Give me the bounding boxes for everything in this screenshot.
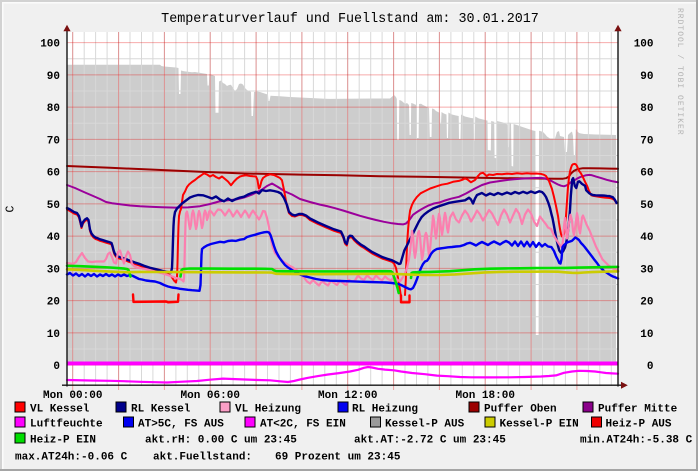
svg-text:RL Kessel: RL Kessel	[131, 404, 191, 416]
svg-text:AT>5C, FS AUS: AT>5C, FS AUS	[138, 419, 224, 431]
svg-text:akt.AT:-2.72 C um 23:45: akt.AT:-2.72 C um 23:45	[354, 435, 506, 447]
svg-text:20: 20	[47, 297, 60, 309]
svg-text:VL Heizung: VL Heizung	[235, 404, 301, 416]
svg-text:Puffer Oben: Puffer Oben	[484, 404, 557, 416]
svg-text:Mon 00:00: Mon 00:00	[43, 390, 102, 402]
svg-text:Mon 18:00: Mon 18:00	[456, 390, 515, 402]
svg-text:69 Prozent um 23:45: 69 Prozent um 23:45	[275, 452, 401, 464]
svg-text:RL Heizung: RL Heizung	[352, 404, 418, 416]
svg-text:70: 70	[47, 135, 60, 147]
svg-text:0: 0	[53, 361, 60, 373]
svg-text:0: 0	[647, 361, 654, 373]
svg-text:30: 30	[47, 264, 60, 276]
svg-text:C: C	[5, 205, 18, 212]
svg-text:akt.rH: 0.00 C um 23:45: akt.rH: 0.00 C um 23:45	[145, 435, 297, 447]
svg-text:40: 40	[640, 232, 653, 244]
svg-text:10: 10	[640, 329, 653, 341]
svg-text:50: 50	[640, 200, 653, 212]
svg-text:max.AT24h:-0.06 C: max.AT24h:-0.06 C	[15, 452, 128, 464]
svg-text:60: 60	[47, 168, 60, 180]
svg-text:Heiz-P AUS: Heiz-P AUS	[606, 419, 672, 431]
svg-text:50: 50	[47, 200, 60, 212]
svg-text:90: 90	[47, 71, 60, 83]
svg-text:40: 40	[47, 232, 60, 244]
svg-text:Heiz-P EIN: Heiz-P EIN	[30, 435, 96, 447]
svg-text:Mon 06:00: Mon 06:00	[181, 390, 240, 402]
svg-text:akt.Fuellstand:: akt.Fuellstand:	[153, 452, 252, 464]
svg-text:80: 80	[640, 103, 653, 115]
svg-text:RRDTOOL / TOBI OETIKER: RRDTOOL / TOBI OETIKER	[675, 8, 684, 136]
svg-text:90: 90	[640, 71, 653, 83]
svg-text:Temperaturverlauf und Fuellsta: Temperaturverlauf und Fuellstand am: 30.…	[161, 12, 539, 27]
svg-text:70: 70	[640, 135, 653, 147]
svg-text:VL Kessel: VL Kessel	[30, 404, 90, 416]
svg-text:Puffer Mitte: Puffer Mitte	[598, 404, 678, 416]
svg-text:80: 80	[47, 103, 60, 115]
svg-text:Kessel-P AUS: Kessel-P AUS	[385, 419, 465, 431]
svg-text:Kessel-P EIN: Kessel-P EIN	[500, 419, 579, 431]
svg-text:Luftfeuchte: Luftfeuchte	[30, 419, 103, 431]
svg-text:20: 20	[640, 297, 653, 309]
svg-text:100: 100	[40, 39, 60, 51]
svg-text:Mon 12:00: Mon 12:00	[318, 390, 377, 402]
svg-text:30: 30	[640, 264, 653, 276]
svg-text:min.AT24h:-5.38 C: min.AT24h:-5.38 C	[580, 435, 693, 447]
svg-text:AT<2C, FS EIN: AT<2C, FS EIN	[260, 419, 346, 431]
svg-text:60: 60	[640, 168, 653, 180]
svg-text:100: 100	[634, 39, 654, 51]
svg-text:10: 10	[47, 329, 60, 341]
